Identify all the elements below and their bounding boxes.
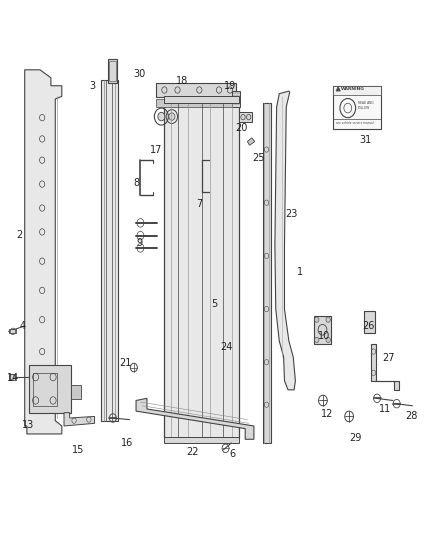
Text: WARNING: WARNING	[341, 87, 365, 92]
Circle shape	[169, 113, 175, 120]
Text: 8: 8	[133, 177, 139, 188]
Bar	[364, 311, 375, 333]
Text: 2: 2	[16, 230, 22, 240]
Text: READ AND
FOLLOW: READ AND FOLLOW	[358, 101, 374, 110]
Bar	[164, 96, 239, 103]
Bar	[108, 59, 117, 83]
Polygon shape	[247, 138, 255, 146]
Bar	[109, 61, 117, 82]
Text: 10: 10	[318, 330, 330, 341]
Text: see vehicle service manual: see vehicle service manual	[336, 121, 373, 125]
Circle shape	[326, 337, 330, 343]
Text: 25: 25	[252, 152, 265, 163]
Bar	[333, 86, 381, 95]
Polygon shape	[136, 398, 254, 439]
Text: 4: 4	[19, 321, 25, 331]
Text: 23: 23	[285, 209, 297, 220]
Bar	[164, 103, 239, 438]
Polygon shape	[275, 91, 295, 390]
Circle shape	[314, 337, 319, 343]
Text: 29: 29	[349, 433, 361, 443]
Text: 28: 28	[405, 411, 417, 422]
Text: 14: 14	[7, 373, 19, 383]
Polygon shape	[371, 344, 399, 390]
Text: 22: 22	[187, 447, 199, 456]
Bar	[9, 374, 15, 379]
Bar	[314, 316, 331, 344]
Text: 31: 31	[359, 135, 371, 145]
Text: 13: 13	[21, 420, 34, 430]
Text: 7: 7	[196, 199, 202, 209]
Bar	[155, 83, 237, 98]
Bar	[239, 112, 252, 122]
Text: 24: 24	[221, 342, 233, 352]
Circle shape	[326, 317, 330, 322]
Text: 6: 6	[229, 449, 235, 458]
Text: 15: 15	[72, 445, 85, 455]
Text: 17: 17	[149, 144, 162, 155]
Polygon shape	[64, 413, 95, 426]
Bar	[29, 365, 71, 413]
Bar	[164, 437, 239, 443]
Bar	[155, 99, 237, 107]
Text: 12: 12	[321, 409, 333, 419]
Text: 1: 1	[297, 267, 303, 277]
Polygon shape	[25, 70, 62, 434]
Text: 20: 20	[236, 123, 248, 133]
Text: 18: 18	[176, 77, 188, 86]
Bar	[101, 80, 118, 421]
Text: 27: 27	[382, 353, 395, 363]
Bar	[71, 384, 81, 399]
Text: 26: 26	[362, 321, 374, 331]
Text: 19: 19	[224, 81, 236, 91]
Text: 11: 11	[379, 404, 391, 414]
Bar	[9, 329, 16, 334]
Circle shape	[314, 317, 319, 322]
Text: 16: 16	[121, 438, 134, 448]
Text: 5: 5	[212, 298, 218, 309]
Text: 3: 3	[89, 81, 95, 91]
Text: 21: 21	[119, 358, 131, 368]
Bar	[33, 373, 57, 406]
Bar	[333, 86, 381, 130]
Polygon shape	[336, 86, 340, 91]
Polygon shape	[263, 103, 271, 443]
Circle shape	[158, 112, 165, 121]
Text: 30: 30	[134, 69, 146, 79]
Text: 9: 9	[137, 238, 143, 247]
Bar	[232, 91, 240, 107]
